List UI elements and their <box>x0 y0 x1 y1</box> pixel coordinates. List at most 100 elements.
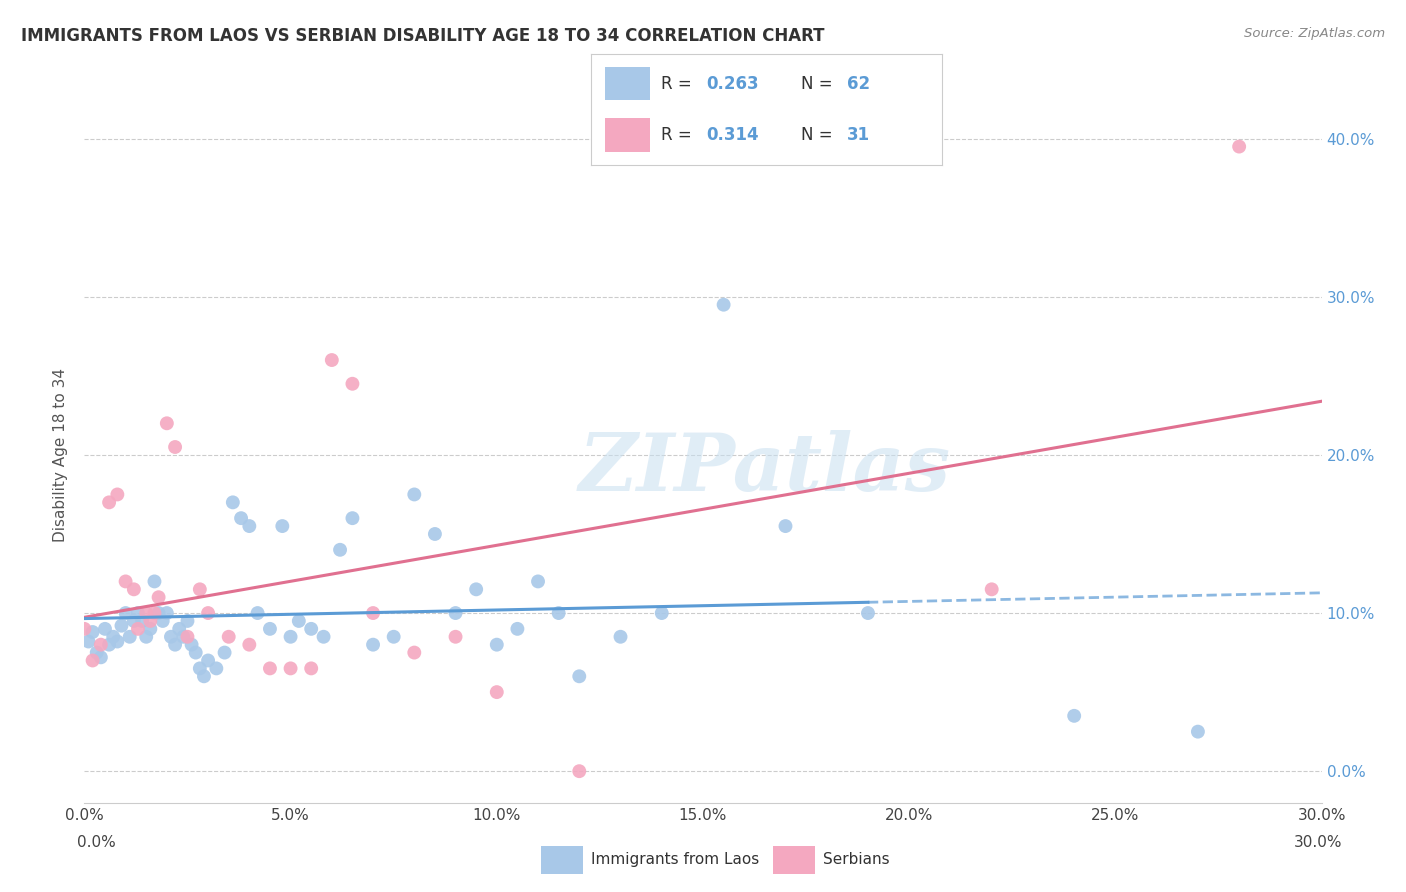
Y-axis label: Disability Age 18 to 34: Disability Age 18 to 34 <box>53 368 69 542</box>
Point <box>1227 139 1250 153</box>
Point <box>527 574 550 589</box>
Point <box>361 638 384 652</box>
Point <box>139 622 162 636</box>
Point <box>444 630 467 644</box>
Point <box>103 630 125 644</box>
Point <box>197 653 219 667</box>
Point <box>167 622 190 636</box>
Point <box>188 661 211 675</box>
Point <box>90 650 112 665</box>
Point <box>259 661 281 675</box>
Text: N =: N = <box>801 126 838 144</box>
Point <box>856 606 879 620</box>
Point <box>342 376 364 391</box>
Point <box>98 638 121 652</box>
Text: 62: 62 <box>846 75 870 93</box>
Point <box>713 298 735 312</box>
Point <box>465 582 488 597</box>
Point <box>1063 708 1085 723</box>
Point <box>980 582 1002 597</box>
Point <box>246 606 269 620</box>
Point <box>506 622 529 636</box>
Point <box>148 606 170 620</box>
Text: 0.0%: 0.0% <box>77 836 117 850</box>
Point <box>176 614 198 628</box>
Point <box>94 622 117 636</box>
Point <box>90 638 112 652</box>
Point <box>143 606 166 620</box>
Point <box>122 582 145 597</box>
Point <box>280 661 302 675</box>
Text: IMMIGRANTS FROM LAOS VS SERBIAN DISABILITY AGE 18 TO 34 CORRELATION CHART: IMMIGRANTS FROM LAOS VS SERBIAN DISABILI… <box>21 27 824 45</box>
Point <box>82 653 104 667</box>
Text: Source: ZipAtlas.com: Source: ZipAtlas.com <box>1244 27 1385 40</box>
Point <box>176 630 198 644</box>
Point <box>98 495 121 509</box>
Point <box>229 511 252 525</box>
Point <box>139 614 162 628</box>
Text: 31: 31 <box>846 126 870 144</box>
FancyBboxPatch shape <box>605 67 650 101</box>
Point <box>382 630 405 644</box>
Point <box>361 606 384 620</box>
Text: R =: R = <box>661 75 697 93</box>
Point <box>299 622 322 636</box>
Point <box>222 495 245 509</box>
Point <box>568 669 591 683</box>
Text: 0.263: 0.263 <box>707 75 759 93</box>
Point <box>404 487 426 501</box>
Text: Serbians: Serbians <box>823 853 889 867</box>
Point <box>152 614 174 628</box>
Text: Immigrants from Laos: Immigrants from Laos <box>591 853 759 867</box>
Point <box>156 417 179 431</box>
Point <box>180 638 202 652</box>
Point <box>547 606 569 620</box>
Point <box>238 638 260 652</box>
Point <box>1187 724 1209 739</box>
Point <box>127 606 149 620</box>
Point <box>172 630 194 644</box>
Text: R =: R = <box>661 126 697 144</box>
Point <box>485 685 508 699</box>
Point <box>214 646 236 660</box>
Point <box>105 487 128 501</box>
Point <box>131 614 153 628</box>
Point <box>118 630 141 644</box>
Point <box>105 634 128 648</box>
Point <box>165 440 187 454</box>
Point <box>205 661 228 675</box>
FancyBboxPatch shape <box>605 119 650 152</box>
Point <box>188 582 211 597</box>
Point <box>165 638 187 652</box>
Point <box>135 606 157 620</box>
Point <box>280 630 302 644</box>
Point <box>193 669 215 683</box>
Point <box>342 511 364 525</box>
Point <box>485 638 508 652</box>
Point <box>404 646 426 660</box>
Point <box>82 625 104 640</box>
Point <box>77 634 100 648</box>
Text: N =: N = <box>801 75 838 93</box>
Point <box>238 519 260 533</box>
Point <box>160 630 183 644</box>
Point <box>609 630 631 644</box>
Point <box>568 764 591 779</box>
Text: 30.0%: 30.0% <box>1295 836 1343 850</box>
Point <box>444 606 467 620</box>
Point <box>156 606 179 620</box>
Point <box>110 618 132 632</box>
Point <box>651 606 673 620</box>
Point <box>329 542 352 557</box>
Point <box>775 519 797 533</box>
Point <box>114 606 136 620</box>
Point <box>148 591 170 605</box>
Point <box>143 574 166 589</box>
Point <box>197 606 219 620</box>
Point <box>299 661 322 675</box>
Point <box>122 614 145 628</box>
Point <box>321 353 343 368</box>
Point <box>288 614 311 628</box>
Point <box>259 622 281 636</box>
Point <box>86 646 108 660</box>
